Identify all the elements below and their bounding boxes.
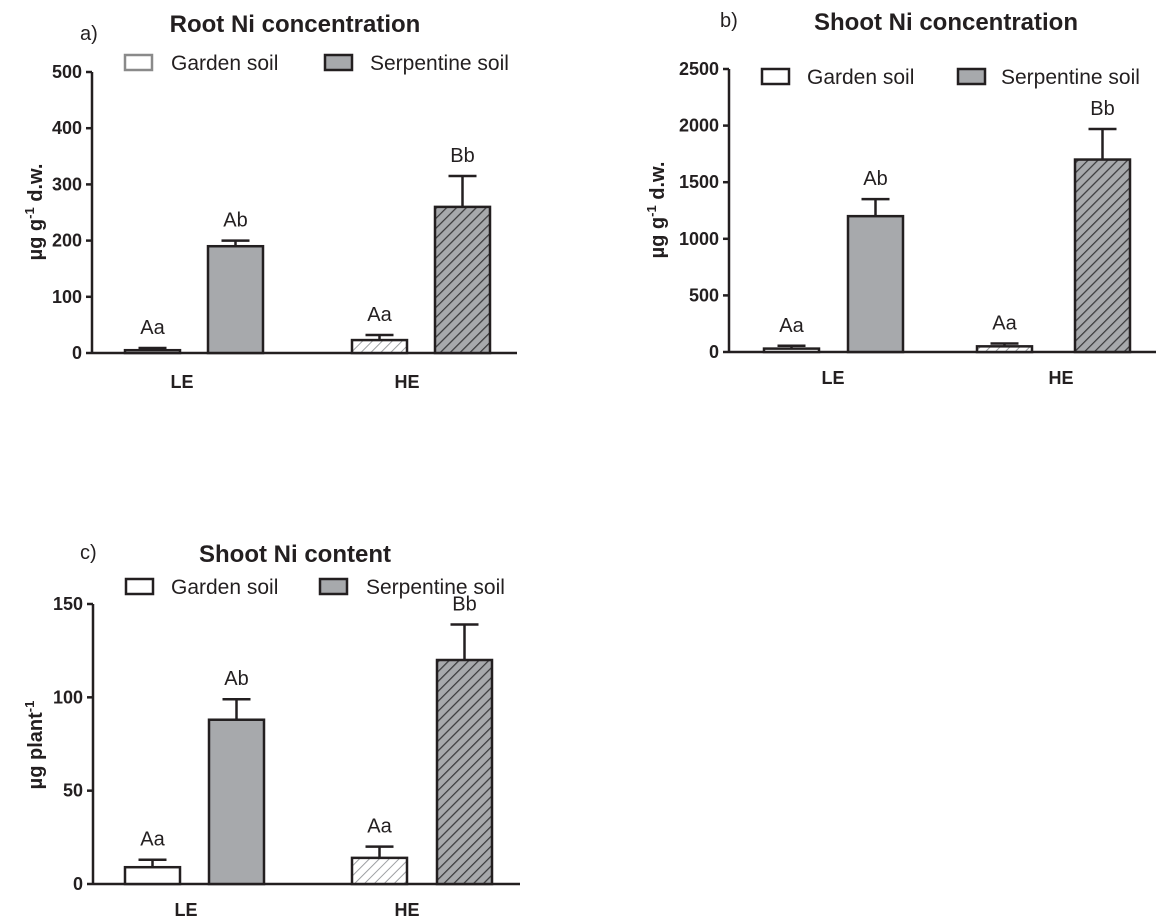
bar-garden-soil-he bbox=[350, 856, 409, 886]
y-axis-label: µg g-1 d.w. bbox=[22, 164, 47, 261]
legend-swatch-serpentine-soil bbox=[323, 53, 354, 72]
legend-label-garden-soil: Garden soil bbox=[171, 576, 278, 599]
y-tick-label: 50 bbox=[63, 781, 83, 801]
y-axis-label-superscript: -1 bbox=[22, 701, 37, 713]
bar-serpentine-soil-le bbox=[846, 214, 905, 354]
chart-title: Shoot Ni content bbox=[199, 541, 391, 568]
legend-label-garden-soil: Garden soil bbox=[807, 66, 914, 89]
bar-serpentine-soil-le bbox=[206, 244, 265, 355]
chart-root-ni-concentration: a) Root Ni concentration µg g-1 d.w. Gar… bbox=[22, 11, 517, 392]
bar-serpentine-soil-he bbox=[1073, 158, 1132, 354]
y-tick-label: 300 bbox=[52, 174, 82, 194]
chart-title: Shoot Ni concentration bbox=[814, 9, 1078, 36]
significance-label-serpentine-soil-he: Bb bbox=[1090, 98, 1114, 120]
bar-serpentine-soil-he bbox=[433, 205, 492, 355]
y-tick-label: 1500 bbox=[679, 172, 719, 192]
y-axis-label: µg plant-1 bbox=[22, 701, 47, 790]
legend-swatch-garden-soil bbox=[124, 577, 155, 596]
y-tick-label: 0 bbox=[72, 343, 82, 363]
significance-label-serpentine-soil-he: Bb bbox=[452, 594, 476, 616]
y-axis-label-main: µg plant bbox=[25, 712, 47, 789]
x-tick-label-le: LE bbox=[174, 900, 197, 917]
bar-serpentine-soil-le bbox=[207, 718, 266, 886]
bar-garden-soil-le bbox=[762, 347, 821, 354]
y-tick-label: 2000 bbox=[679, 116, 719, 136]
significance-label-garden-soil-le: Aa bbox=[779, 315, 804, 337]
x-tick-label-le: LE bbox=[170, 372, 193, 392]
y-axis-label-tail: d.w. bbox=[647, 162, 669, 206]
y-axis-label-main: µg g bbox=[25, 219, 47, 261]
y-tick-label: 400 bbox=[52, 118, 82, 138]
y-axis-label-tail: d.w. bbox=[25, 164, 47, 208]
x-tick-label-he: HE bbox=[394, 900, 419, 917]
y-tick-label: 0 bbox=[709, 342, 719, 362]
significance-label-serpentine-soil-le: Ab bbox=[224, 668, 248, 690]
significance-label-garden-soil-le: Aa bbox=[140, 829, 165, 851]
legend-swatch-serpentine-soil bbox=[318, 577, 349, 596]
significance-label-garden-soil-he: Aa bbox=[992, 313, 1017, 335]
legend-swatch-serpentine-soil bbox=[956, 67, 987, 86]
significance-label-garden-soil-he: Aa bbox=[367, 304, 392, 326]
panel-letter: b) bbox=[720, 10, 738, 32]
panel-letter: c) bbox=[80, 542, 97, 564]
bar-garden-soil-le bbox=[123, 865, 182, 886]
legend-label-garden-soil: Garden soil bbox=[171, 52, 278, 75]
y-tick-label: 1000 bbox=[679, 229, 719, 249]
significance-label-serpentine-soil-le: Ab bbox=[223, 210, 247, 232]
y-axis-label-superscript: -1 bbox=[644, 205, 659, 217]
y-tick-label: 150 bbox=[53, 594, 83, 614]
y-tick-label: 500 bbox=[52, 62, 82, 82]
y-axis-label-main: µg g bbox=[647, 217, 669, 259]
legend-swatch-garden-soil bbox=[760, 67, 791, 86]
y-tick-label: 500 bbox=[689, 285, 719, 305]
panel-letter: a) bbox=[80, 23, 98, 45]
y-axis-label: µg g-1 d.w. bbox=[644, 162, 669, 259]
y-axis-label-superscript: -1 bbox=[22, 207, 37, 219]
legend-label-serpentine-soil: Serpentine soil bbox=[366, 576, 505, 599]
y-tick-label: 0 bbox=[73, 874, 83, 894]
significance-label-serpentine-soil-le: Ab bbox=[863, 168, 887, 190]
legend-label-serpentine-soil: Serpentine soil bbox=[1001, 66, 1140, 89]
chart-shoot-ni-content: c) Shoot Ni content µg plant-1 Garden so… bbox=[22, 541, 520, 917]
chart-shoot-ni-concentration: b) Shoot Ni concentration µg g-1 d.w. Ga… bbox=[644, 9, 1156, 388]
y-tick-label: 100 bbox=[52, 287, 82, 307]
y-tick-label: 200 bbox=[52, 231, 82, 251]
x-tick-label-le: LE bbox=[821, 368, 844, 388]
bar-garden-soil-he bbox=[975, 345, 1034, 354]
bar-serpentine-soil-he bbox=[435, 658, 494, 886]
legend-swatch-garden-soil bbox=[123, 53, 154, 72]
chart-title: Root Ni concentration bbox=[170, 11, 421, 38]
bar-garden-soil-le bbox=[123, 348, 182, 355]
significance-label-serpentine-soil-he: Bb bbox=[450, 145, 474, 167]
y-tick-label: 100 bbox=[53, 687, 83, 707]
bar-garden-soil-he bbox=[350, 338, 409, 355]
significance-label-garden-soil-le: Aa bbox=[140, 317, 165, 339]
y-tick-label: 2500 bbox=[679, 59, 719, 79]
x-tick-label-he: HE bbox=[1048, 368, 1073, 388]
significance-label-garden-soil-he: Aa bbox=[367, 816, 392, 838]
legend-label-serpentine-soil: Serpentine soil bbox=[370, 52, 509, 75]
x-tick-label-he: HE bbox=[394, 372, 419, 392]
